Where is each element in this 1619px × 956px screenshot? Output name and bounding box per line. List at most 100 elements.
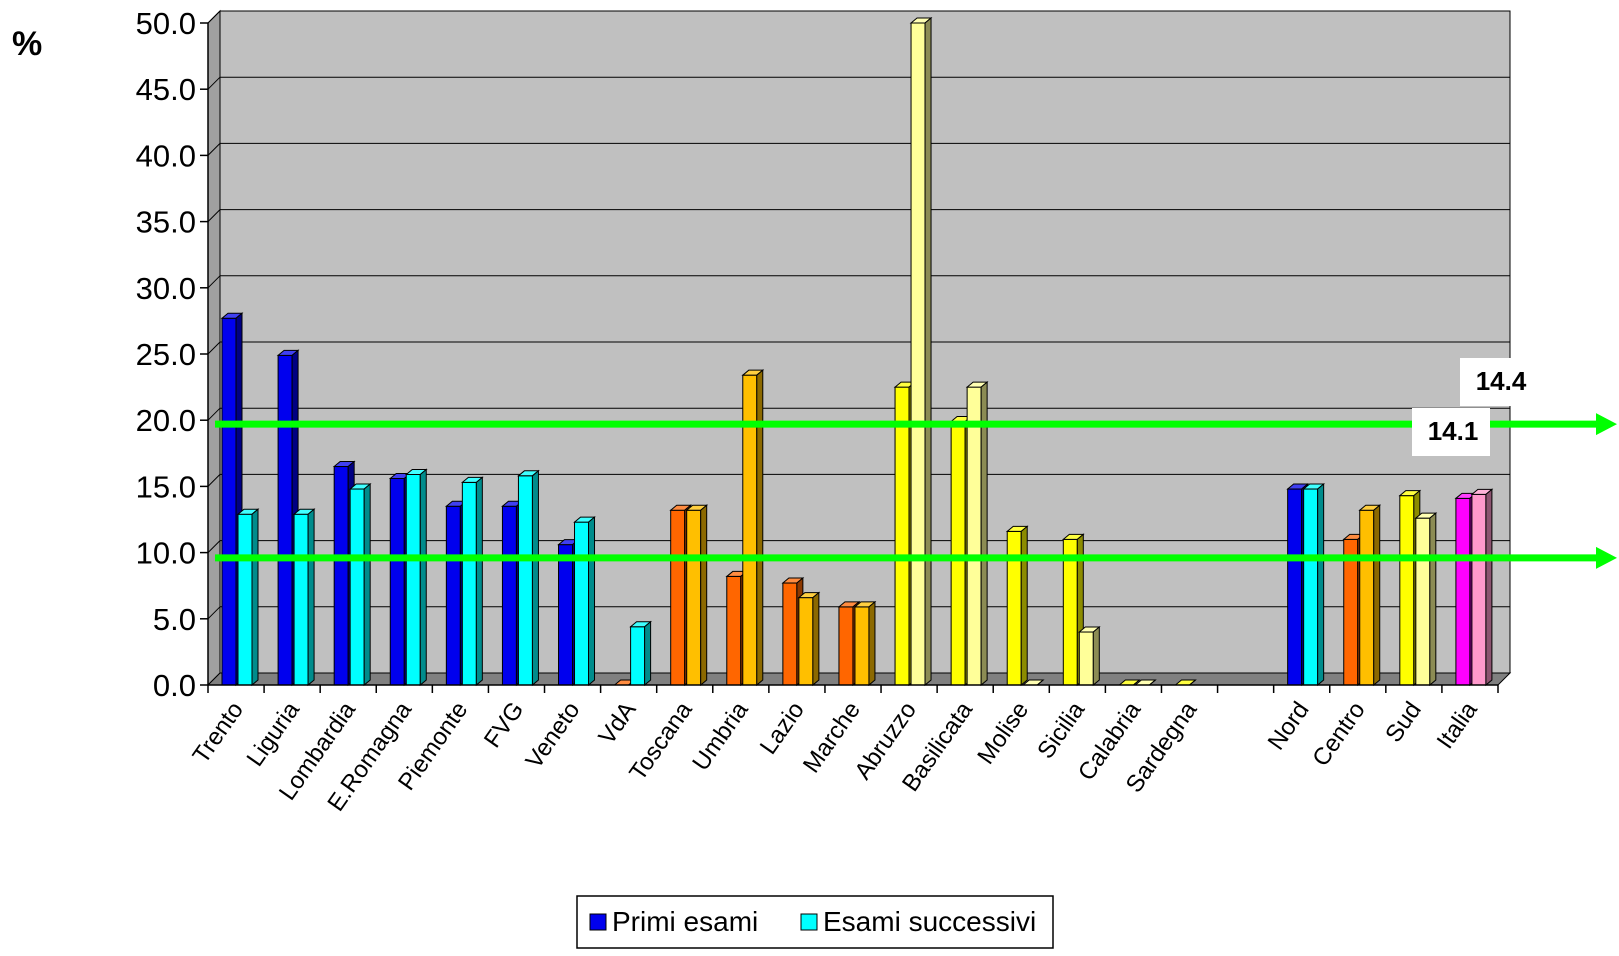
bar-side <box>1020 525 1028 687</box>
bar-1 <box>404 468 428 687</box>
reference-arrowhead <box>1596 413 1617 436</box>
y-tick-label: 0.0 <box>153 668 196 703</box>
bar-1 <box>741 369 765 687</box>
bar-front <box>1359 509 1375 686</box>
y-tick-label: 15.0 <box>136 469 196 504</box>
bar-front <box>1303 488 1319 686</box>
bar-front <box>1471 493 1487 686</box>
gridline-diagonal <box>207 474 221 487</box>
y-tick-label: 25.0 <box>136 337 196 372</box>
bar-side <box>251 508 259 687</box>
bar-side <box>1133 679 1140 686</box>
bar-side <box>588 516 596 687</box>
bar-front <box>517 475 533 686</box>
bar-side <box>531 469 539 687</box>
bar-front <box>966 386 982 686</box>
bar-side <box>1036 679 1044 686</box>
bar-front <box>405 473 421 686</box>
bar-side <box>1092 625 1100 687</box>
legend-label-primi: Primi esami <box>612 906 758 937</box>
bar-front <box>910 22 926 686</box>
x-tick-label: Molise <box>972 697 1034 769</box>
gridline-diagonal <box>207 209 221 222</box>
x-tick-label: Veneto <box>520 697 585 774</box>
x-tick-label: Nord <box>1263 697 1315 755</box>
bar-1 <box>573 516 596 687</box>
bars <box>220 16 1494 687</box>
bar-1 <box>1358 504 1382 687</box>
gridline-diagonal <box>207 76 221 90</box>
bar-side <box>980 381 988 687</box>
bar-side <box>1373 504 1381 687</box>
y-tick-label: 50.0 <box>136 6 196 41</box>
gridline-diagonal <box>207 341 221 355</box>
reference-arrowhead <box>1596 546 1617 569</box>
annotation-label: 14.1 <box>1428 416 1479 446</box>
x-tick-label: Umbria <box>687 696 754 775</box>
gridline-diagonal <box>207 10 221 24</box>
reference-lines <box>215 413 1617 569</box>
legend: Primi esami Esami successivi <box>576 895 1054 949</box>
legend-swatch-primi <box>589 913 607 931</box>
bar-front <box>1399 495 1415 686</box>
y-tick-label: 35.0 <box>136 205 196 240</box>
bar-1 <box>1470 488 1494 687</box>
gridline-diagonal <box>207 143 221 156</box>
y-axis: 0.0 5.0 10.0 15.0 20.0 25.0 30.0 35.0 40.0 45.0 50… <box>136 6 209 703</box>
gridline-diagonal <box>207 540 221 553</box>
gridlines <box>207 10 1510 620</box>
y-tick-label: 30.0 <box>136 271 196 306</box>
bar-side <box>419 468 427 687</box>
bar-front <box>461 481 477 686</box>
bar-1 <box>909 16 933 687</box>
bar-front <box>670 509 686 686</box>
bar-1 <box>1414 512 1438 687</box>
bar-front <box>293 513 309 686</box>
annotation-box <box>1460 358 1538 406</box>
bar-front <box>558 544 574 686</box>
bar-side <box>700 504 708 687</box>
bar-side <box>1317 482 1325 687</box>
bar-side <box>644 620 652 687</box>
bar-1 <box>629 620 652 687</box>
bar-front <box>838 606 854 686</box>
gridline-diagonal <box>207 407 221 421</box>
bar-0 <box>1005 525 1029 687</box>
bar-front <box>333 466 349 686</box>
bar-1 <box>797 591 821 687</box>
bar-side <box>1189 679 1196 686</box>
gridline-diagonal <box>207 275 221 289</box>
x-tick-label: Sud <box>1380 697 1427 747</box>
annotation-label: 14.4 <box>1476 366 1527 396</box>
bar-front <box>686 509 702 686</box>
bar-side <box>1485 488 1493 687</box>
bar-1 <box>1302 482 1326 687</box>
bar-front <box>726 575 742 686</box>
annotations: 14.1 14.4 <box>1412 358 1538 456</box>
bar-front <box>349 488 365 686</box>
bar-front <box>798 597 814 686</box>
annotation-box <box>1412 408 1490 456</box>
bar-1 <box>1077 625 1101 687</box>
legend-swatch-successivi <box>800 913 818 931</box>
bar-side <box>868 600 876 687</box>
bar-front <box>1455 497 1471 686</box>
x-tick-label: FVG <box>479 697 529 753</box>
bar-1 <box>685 504 709 687</box>
x-tick-label: Trento <box>188 697 249 769</box>
bar-front <box>630 626 646 686</box>
bar-1 <box>460 476 484 687</box>
x-tick-label: VdA <box>593 697 641 750</box>
bar-side <box>363 482 371 687</box>
bar-front <box>782 582 798 686</box>
bar-front <box>501 505 517 686</box>
bar-front <box>950 421 966 686</box>
bar-front <box>1078 631 1094 686</box>
bar-side <box>756 369 764 687</box>
bar-front <box>574 521 590 686</box>
y-tick-label: 10.0 <box>136 536 196 571</box>
bar-front <box>1415 517 1431 686</box>
